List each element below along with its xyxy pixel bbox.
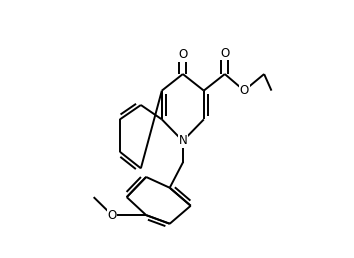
Text: O: O xyxy=(107,209,117,222)
Text: O: O xyxy=(240,84,249,97)
Text: N: N xyxy=(178,134,187,148)
Text: O: O xyxy=(220,47,229,60)
Text: O: O xyxy=(178,48,188,61)
